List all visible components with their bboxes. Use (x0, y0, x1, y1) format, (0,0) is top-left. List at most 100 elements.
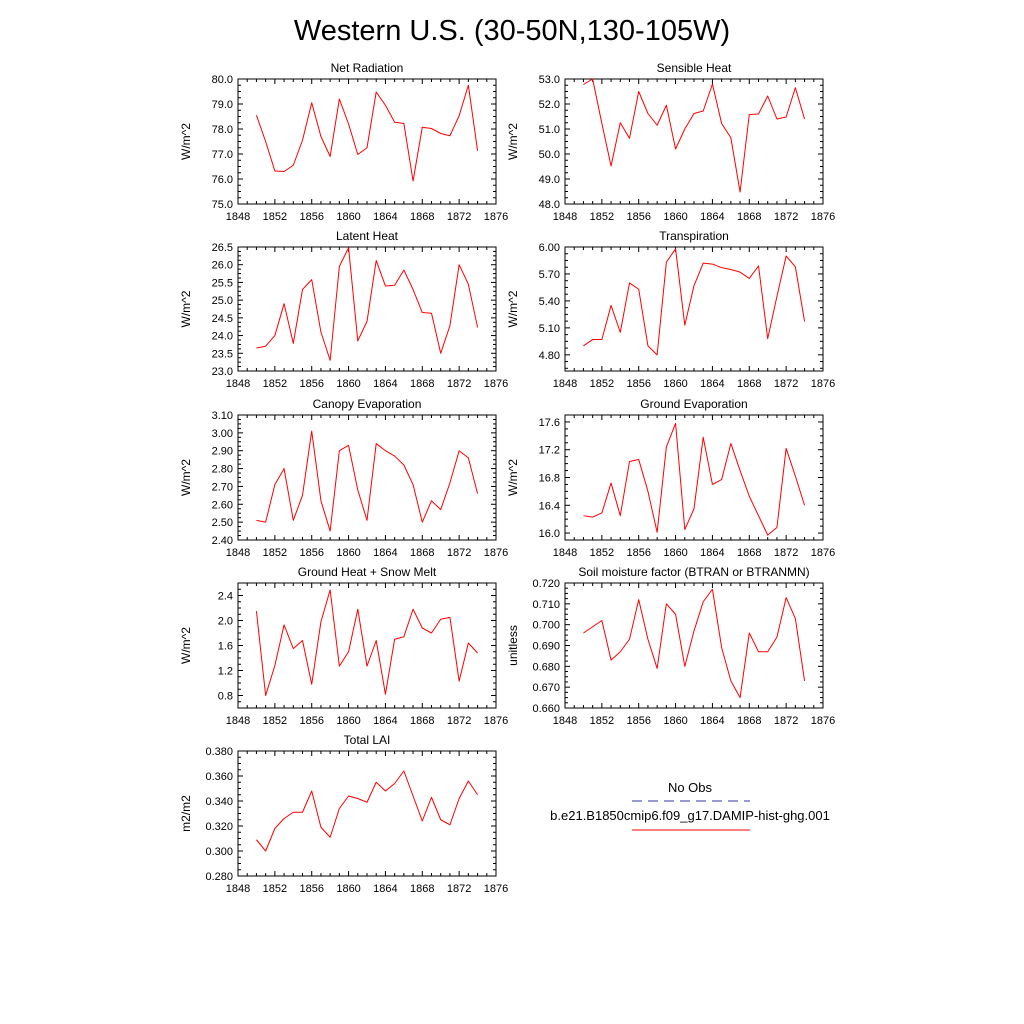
x-tick-label: 1864 (373, 211, 397, 223)
x-tick-label: 1852 (263, 883, 287, 895)
x-tick-label: 1876 (484, 547, 508, 559)
series-line (256, 430, 479, 532)
y-axis-label: unitless (506, 625, 520, 666)
panel-net-radiation: Net Radiation 1848 1852 1856 1860 1864 1868 187… (179, 61, 508, 223)
x-tick-label: 1876 (484, 715, 508, 727)
y-axis-label: W/m^2 (506, 459, 520, 496)
x-tick-label: 1872 (774, 378, 798, 390)
x-tick-label: 1856 (626, 715, 650, 727)
x-tick-label: 1876 (484, 378, 508, 390)
x-tick-label: 1876 (811, 378, 835, 390)
x-tick-label: 1852 (590, 378, 614, 390)
y-tick-label: 2.80 (212, 464, 233, 476)
y-tick-label: 77.0 (212, 149, 233, 161)
legend-label-model: b.e21.B1850cmip6.f09_g17.DAMIP-hist-ghg.… (550, 808, 830, 823)
x-tick-label: 1860 (336, 883, 360, 895)
y-tick-label: 48.0 (539, 199, 560, 211)
y-tick-label: 24.5 (212, 313, 233, 325)
panel-ground-heat-snow-melt: Ground Heat + Snow Melt 1848 1852 1856 1860 1… (179, 565, 508, 727)
series-line (583, 422, 806, 536)
x-tick-label: 1856 (299, 715, 323, 727)
y-tick-label: 49.0 (539, 174, 560, 186)
y-tick-label: 0.710 (532, 599, 560, 611)
panel-title: Net Radiation (331, 61, 404, 75)
x-tick-label: 1872 (447, 715, 471, 727)
series-line (583, 248, 806, 356)
panel-title: Transpiration (659, 229, 729, 243)
plot-frame (564, 414, 824, 541)
y-tick-label: 2.70 (212, 481, 233, 493)
x-tick-label: 1848 (553, 547, 577, 559)
panel-title: Ground Evaporation (640, 397, 747, 411)
y-axis-label: W/m^2 (179, 290, 193, 327)
x-tick-label: 1848 (226, 378, 250, 390)
y-tick-label: 2.4 (218, 591, 233, 603)
y-tick-label: 17.6 (539, 417, 560, 429)
x-tick-label: 1864 (373, 547, 397, 559)
x-tick-label: 1852 (263, 547, 287, 559)
y-tick-label: 2.40 (212, 535, 233, 547)
x-tick-label: 1860 (336, 547, 360, 559)
x-tick-label: 1864 (700, 715, 724, 727)
x-tick-label: 1848 (553, 211, 577, 223)
x-tick-label: 1864 (373, 378, 397, 390)
panel-transpiration: Transpiration 1848 1852 1856 1860 1864 1868 187… (506, 229, 835, 390)
y-tick-label: 26.5 (212, 242, 233, 254)
y-tick-label: 25.0 (212, 295, 233, 307)
x-tick-label: 1876 (811, 547, 835, 559)
y-tick-label: 2.60 (212, 499, 233, 511)
x-tick-label: 1848 (226, 211, 250, 223)
y-tick-label: 5.10 (539, 323, 560, 335)
x-tick-label: 1876 (484, 883, 508, 895)
x-tick-label: 1868 (410, 883, 434, 895)
y-tick-label: 25.5 (212, 277, 233, 289)
panel-title: Total LAI (344, 733, 391, 747)
y-tick-label: 79.0 (212, 99, 233, 111)
series-line (256, 247, 479, 361)
x-tick-label: 1852 (590, 547, 614, 559)
y-tick-label: 0.680 (532, 661, 560, 673)
y-tick-label: 0.8 (218, 691, 233, 703)
y-tick-label: 5.70 (539, 269, 560, 281)
series-line (255, 589, 478, 696)
y-tick-label: 51.0 (539, 124, 560, 136)
x-tick-label: 1868 (737, 211, 761, 223)
x-tick-label: 1868 (737, 547, 761, 559)
y-tick-label: 6.00 (539, 242, 560, 254)
x-tick-label: 1852 (263, 715, 287, 727)
panel-canopy-evaporation: Canopy Evaporation 1848 1852 1856 1860 1864 18… (179, 397, 508, 559)
panel-sensible-heat: Sensible Heat 1848 1852 1856 1860 1864 1868 187… (506, 61, 835, 223)
x-tick-label: 1852 (590, 211, 614, 223)
x-tick-label: 1872 (447, 378, 471, 390)
y-tick-label: 2.50 (212, 517, 233, 529)
x-tick-label: 1856 (299, 211, 323, 223)
plot-frame (237, 582, 497, 709)
y-tick-label: 23.0 (212, 366, 233, 378)
y-tick-label: 0.320 (205, 821, 233, 833)
panel-title: Canopy Evaporation (313, 397, 422, 411)
y-tick-label: 50.0 (539, 149, 560, 161)
y-tick-label: 2.0 (218, 616, 233, 628)
legend-label-obs: No Obs (668, 780, 713, 795)
y-tick-label: 53.0 (539, 74, 560, 86)
x-tick-label: 1864 (700, 547, 724, 559)
y-tick-label: 2.90 (212, 446, 233, 458)
x-tick-label: 1872 (774, 547, 798, 559)
x-tick-label: 1860 (336, 378, 360, 390)
y-tick-label: 0.690 (532, 641, 560, 653)
y-tick-label: 4.80 (539, 350, 560, 362)
x-tick-label: 1856 (299, 547, 323, 559)
y-tick-label: 0.700 (532, 620, 560, 632)
y-axis-label: m2/m2 (179, 795, 193, 832)
x-tick-label: 1856 (299, 378, 323, 390)
x-tick-label: 1860 (663, 378, 687, 390)
x-tick-label: 1852 (590, 715, 614, 727)
panel-latent-heat: Latent Heat 1848 1852 1856 1860 1864 1868 1872 1… (179, 229, 508, 390)
x-tick-label: 1872 (447, 883, 471, 895)
y-tick-label: 52.0 (539, 99, 560, 111)
x-tick-label: 1856 (299, 883, 323, 895)
panel-title: Latent Heat (336, 229, 399, 243)
x-tick-label: 1868 (737, 378, 761, 390)
series-line (583, 78, 806, 193)
